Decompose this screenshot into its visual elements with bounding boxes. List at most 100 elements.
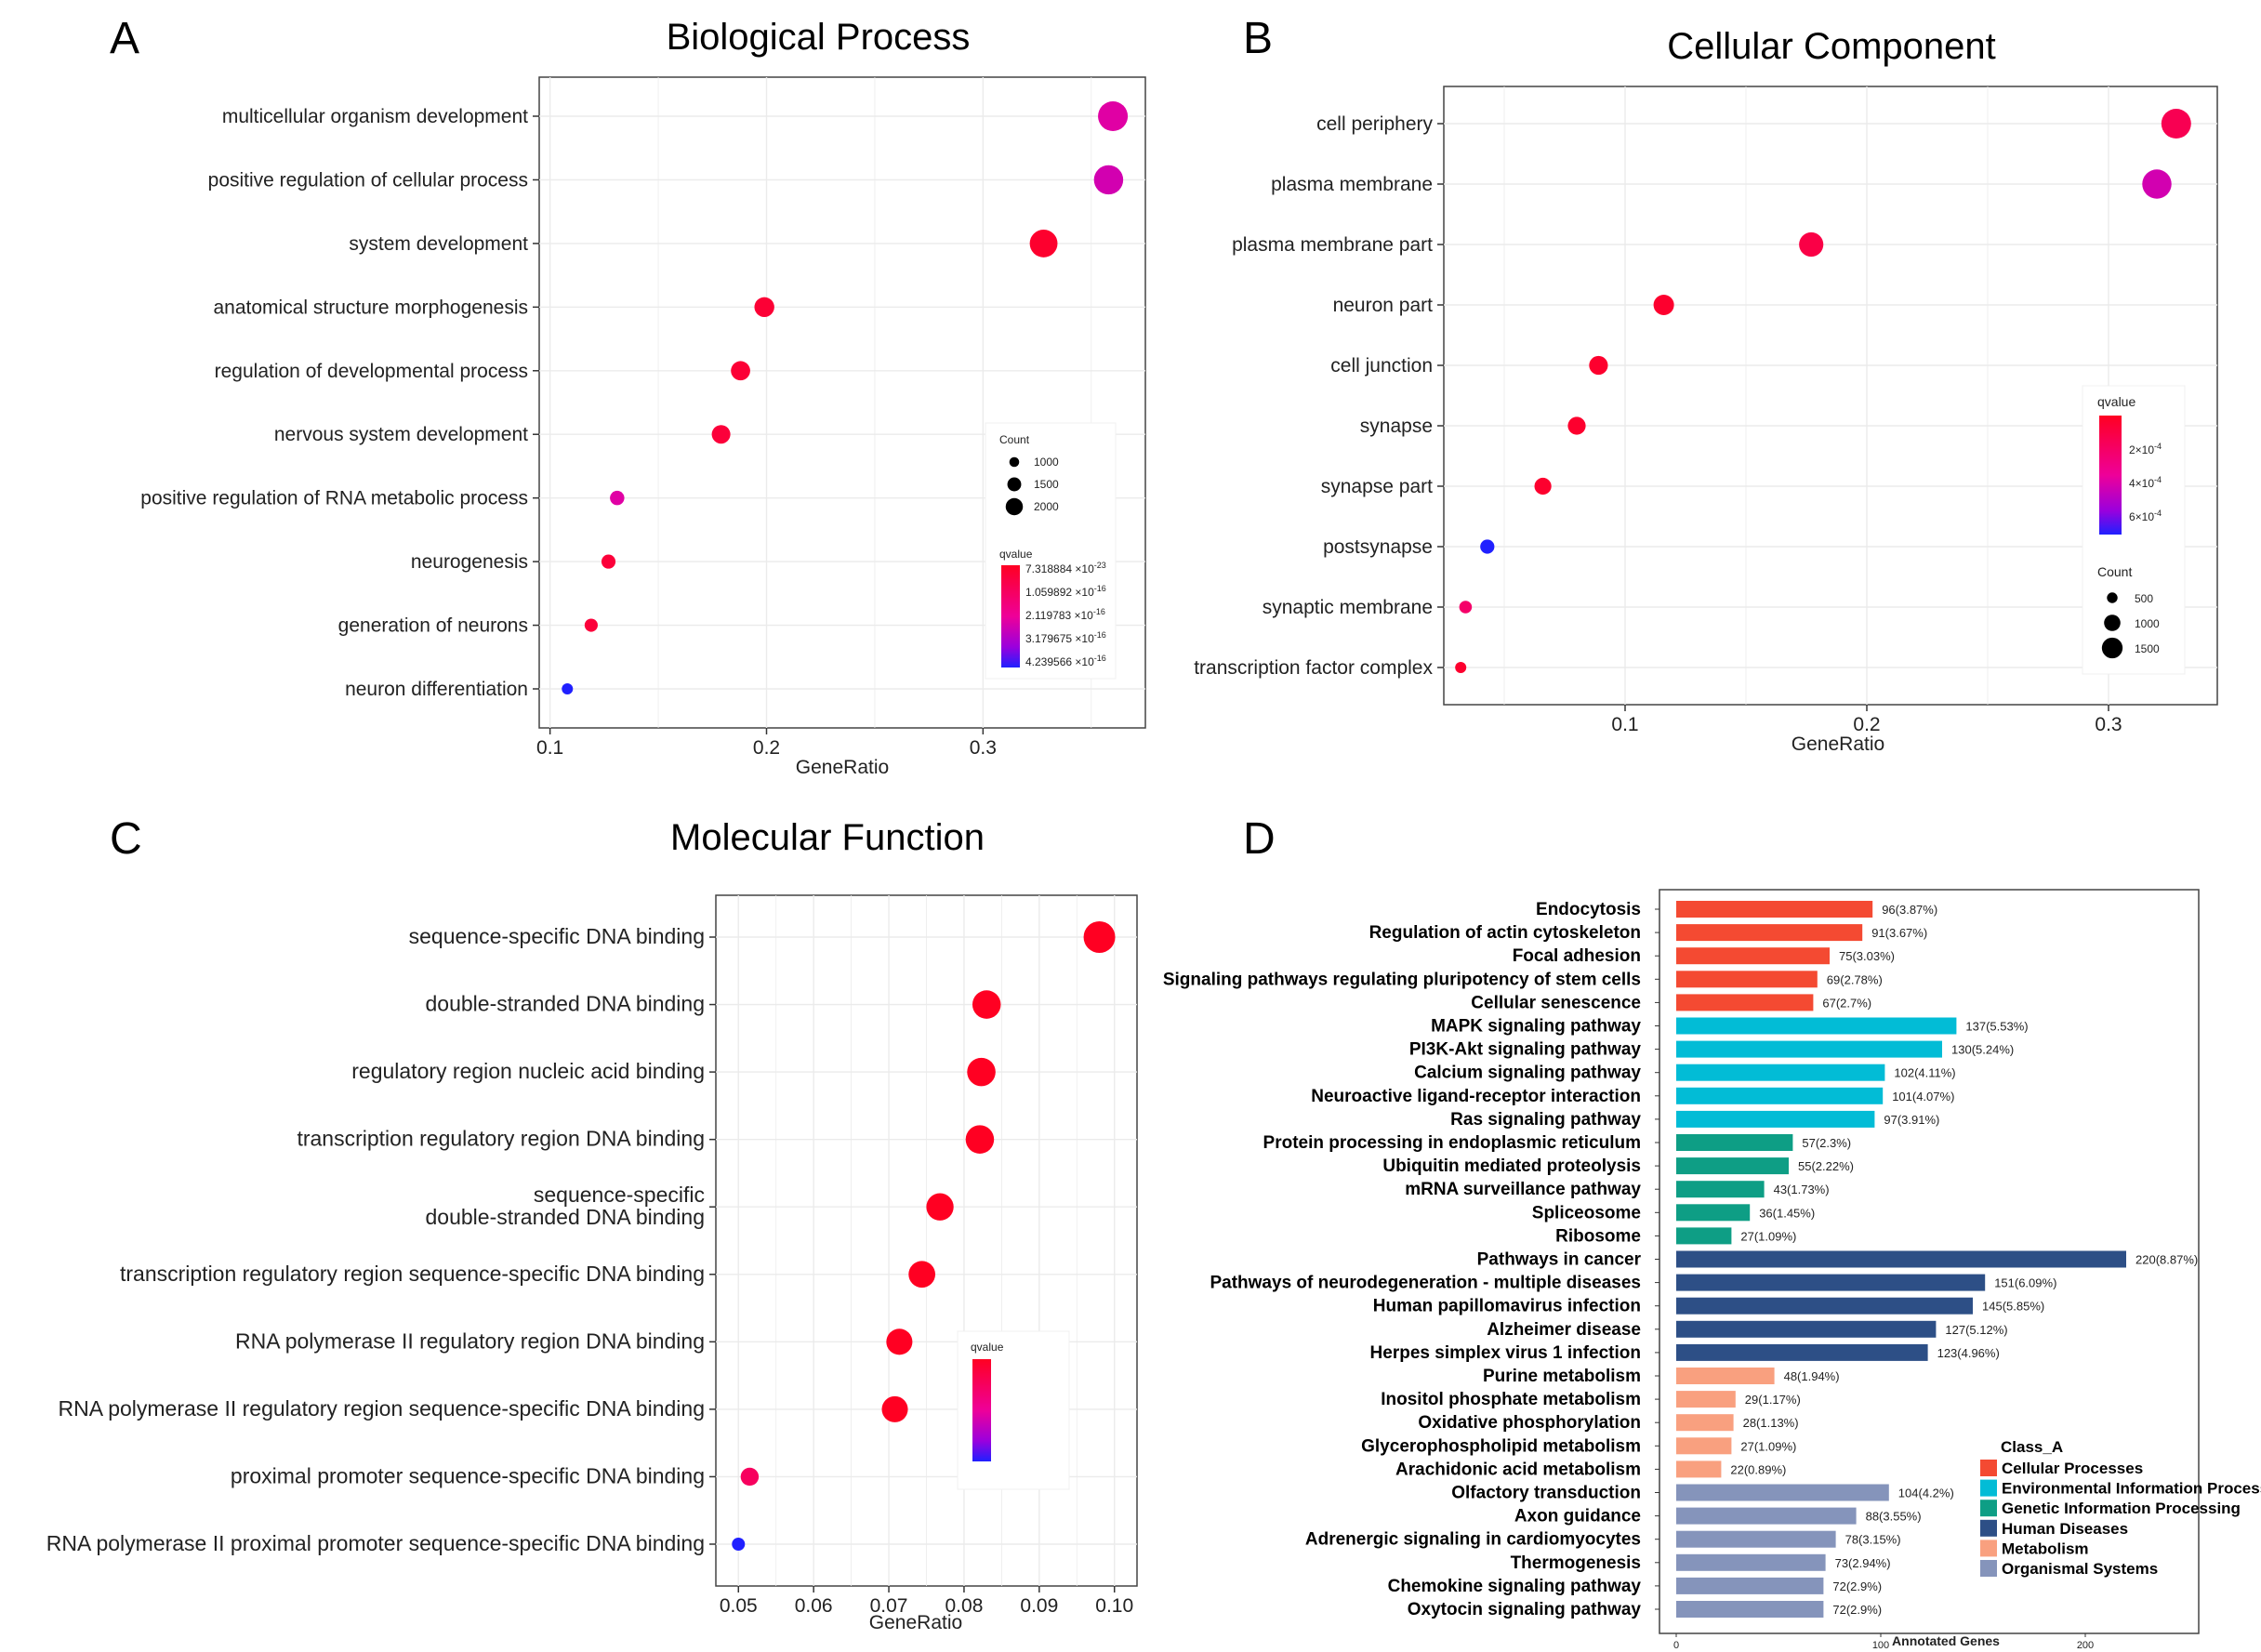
legend-swatch-genetic-information-processing [1980,1500,1997,1517]
bar-thermogenesis [1676,1553,1826,1571]
point-positive-regulation-of-cellular-process [1093,165,1124,195]
value-label-regulation-of-actin-cytoskeleton: 91(3.67%) [1871,926,1927,940]
point-generation-of-neurons [584,618,598,632]
bar-ras-signaling-pathway [1676,1110,1875,1128]
panel-b-y-tick-labels: cell periphery plasma membrane plasma memb… [1194,113,1444,679]
point-synaptic-membrane [1459,601,1473,614]
legend-label-human-diseases: Human Diseases [2002,1520,2128,1538]
y-tick-label-oxidative-phosphorylation: Oxidative phosphorylation [1418,1413,1641,1433]
y-tick-label-multicellular-organism-development: multicellular organism development [222,106,528,127]
panel-a-qvalue-legend-title: qvalue [999,548,1033,561]
bar-ubiquitin-mediated-proteolysis [1676,1157,1789,1175]
x-tick-label-0.07: 0.07 [870,1595,908,1617]
panel-a-count-legend: 1000 1500 2000 [1005,456,1059,516]
y-tick-label-inositol-phosphate-metabolism: Inositol phosphate metabolism [1381,1390,1641,1409]
panel-b-count-legend-title: Count [2097,564,2132,579]
y-tick-label-regulatory-region-nucleic-acid-binding: regulatory region nucleic acid binding [351,1059,705,1083]
point-anatomical-structure-morphogenesis [754,297,774,318]
panel-b-x-axis-title: GeneRatio [1792,733,1884,755]
value-label-pathways-of-neurodegeneration-multiple-diseases: 151(6.09%) [1994,1276,2056,1290]
panel-d-x-ticks: 0 100 200 [1673,1633,2094,1651]
y-tick-label-ribosome: Ribosome [1555,1226,1641,1246]
value-label-oxidative-phosphorylation: 28(1.13%) [1743,1416,1799,1430]
legend-label-metabolism: Metabolism [2002,1540,2089,1557]
value-label-axon-guidance: 88(3.55%) [1866,1510,1922,1524]
panel-a-x-ticks: 0.1 0.2 0.3 [536,728,997,759]
bar-mrna-surveillance-pathway [1676,1181,1765,1198]
value-label-pi3k-akt-signaling-pathway: 130(5.24%) [1951,1043,2014,1057]
point-plasma-membrane [2142,169,2172,199]
bar-ribosome [1676,1227,1732,1245]
bar-regulation-of-actin-cytoskeleton [1676,924,1863,942]
y-tick-label-herpes-simplex-virus-1-infection: Herpes simplex virus 1 infection [1370,1343,1641,1363]
value-label-adrenergic-signaling-in-cardiomyocytes: 78(3.15%) [1845,1533,1901,1547]
panel-d-bars [1676,901,2126,1618]
bar-protein-processing-in-endoplasmic-reticulum [1676,1134,1793,1151]
bar-arachidonic-acid-metabolism [1676,1460,1722,1478]
panel-a-points [562,101,1129,694]
bar-glycerophospholipid-metabolism [1676,1437,1732,1455]
bar-chemokine-signaling-pathway [1676,1577,1824,1594]
y-tick-label-sequence-specific-dna-binding: sequence-specific DNA binding [409,924,705,948]
y-tick-label-calcium-signaling-pathway: Calcium signaling pathway [1414,1064,1641,1083]
x-tick-label-0.3: 0.3 [970,737,997,759]
panel-b-legend-box [2082,385,2186,675]
panel-label-b: B [1243,14,1273,63]
value-label-olfactory-transduction: 104(4.2%) [1898,1487,1954,1500]
bar-olfactory-transduction [1676,1484,1889,1501]
y-tick-label-neurogenesis: neurogenesis [411,551,528,573]
panel-c-molecular-function: Molecular Function sequence-specific DNA… [46,817,1138,1633]
y-tick-label-olfactory-transduction: Olfactory transduction [1451,1484,1641,1503]
value-label-cellular-senescence: 67(2.7%) [1822,996,1871,1010]
y-tick-label-transcription-regulatory-region-sequence-specific-dna-binding: transcription regulatory region sequence… [120,1262,705,1286]
point-sequence-specific-dna-binding [1083,921,1116,953]
value-label-ras-signaling-pathway: 97(3.91%) [1884,1113,1939,1127]
value-label-glycerophospholipid-metabolism: 27(1.09%) [1740,1439,1796,1453]
qvalue-legend-label-0: 2×10-4 [2129,442,2162,456]
value-label-ribosome: 27(1.09%) [1740,1229,1796,1243]
value-label-inositol-phosphate-metabolism: 29(1.17%) [1745,1393,1801,1407]
panel-b-cellular-component: Cellular Component cell periphery plasma … [1194,26,2218,755]
y-tick-label-nervous-system-development: nervous system development [274,424,528,445]
legend-swatch-human-diseases [1980,1519,1997,1537]
panel-a-title: Biological Process [667,17,971,58]
y-tick-label-mapk-signaling-pathway: MAPK signaling pathway [1431,1017,1641,1037]
legend-label-genetic-information-processing: Genetic Information Processing [2002,1500,2241,1517]
y-tick-label-rna-polymerase-ii-proximal-promoter-sequence-specific-dna-binding: RNA polymerase II proximal promoter sequ… [46,1531,705,1555]
qvalue-legend-label-3: 3.179675 ×10-16 [1025,630,1106,645]
point-system-development [1029,229,1058,258]
point-regulation-of-developmental-process [731,361,750,381]
point-neuron-differentiation [562,683,574,694]
value-label-oxytocin-signaling-pathway: 72(2.9%) [1832,1603,1882,1617]
panel-a-count-legend-title: Count [999,433,1030,446]
bar-signaling-pathways-regulating-pluripotency-of-stem-cells [1676,971,1818,988]
y-tick-label-postsynapse: postsynapse [1323,536,1433,558]
legend-label-organismal-systems: Organismal Systems [2002,1560,2158,1578]
panel-c-legend: qvalue [957,1330,1070,1490]
bar-adrenergic-signaling-in-cardiomyocytes [1676,1530,1836,1548]
bar-pathways-in-cancer [1676,1250,2126,1268]
y-tick-label-pathways-in-cancer: Pathways in cancer [1477,1250,1642,1270]
x-tick-label-0.05: 0.05 [720,1595,758,1617]
point-synapse-part [1534,477,1552,496]
qvalue-legend-label-1: 1.059892 ×10-16 [1025,584,1106,599]
x-tick-label-0.06: 0.06 [795,1595,833,1617]
x-tick-label-0.1: 0.1 [1611,714,1638,735]
y-tick-label-double-stranded-dna-binding: double-stranded DNA binding [426,992,705,1016]
panel-b-qvalue-colorbar [2099,416,2122,535]
y-tick-label-focal-adhesion: Focal adhesion [1513,946,1641,966]
bar-purine-metabolism [1676,1368,1775,1384]
point-regulatory-region-nucleic-acid-binding [967,1057,996,1087]
value-label-focal-adhesion: 75(3.03%) [1839,949,1895,963]
bar-mapk-signaling-pathway [1676,1017,1957,1035]
legend-swatch-cellular-processes [1980,1460,1997,1476]
count-legend-dot-2000 [1005,497,1024,516]
y-tick-label-regulation-of-developmental-process: regulation of developmental process [215,361,528,382]
bar-pi3k-akt-signaling-pathway [1676,1040,1942,1058]
y-tick-label-mrna-surveillance-pathway: mRNA surveillance pathway [1405,1180,1641,1199]
panel-d-value-labels: 96(3.87%) 91(3.67%) 75(3.03%) 69(2.78%) 67(2… [1730,903,2198,1617]
point-cell-periphery [2161,109,2191,139]
count-legend-label-2000: 2000 [1034,500,1059,513]
y-tick-label-chemokine-signaling-pathway: Chemokine signaling pathway [1388,1577,1642,1596]
